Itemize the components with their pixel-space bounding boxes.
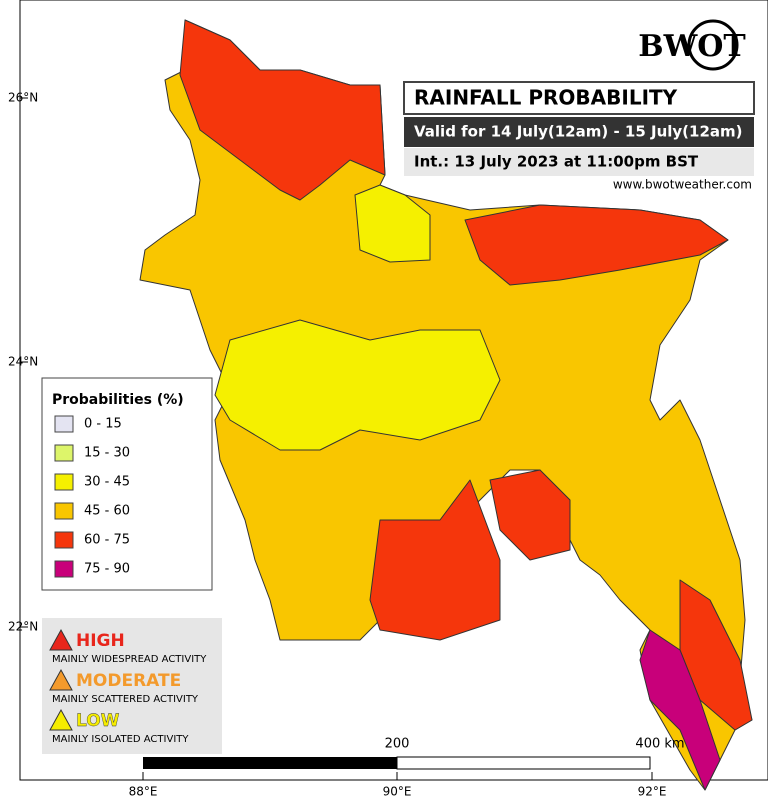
longitude-label: 90°E <box>383 785 412 799</box>
latitude-labels: 26°N24°N22°N <box>8 91 38 634</box>
legend-swatch <box>54 473 74 491</box>
legend-label: 15 - 30 <box>84 446 130 461</box>
legend-label: 75 - 90 <box>84 562 130 577</box>
risk-icon <box>49 628 73 651</box>
scale-label: 200 <box>385 737 410 752</box>
legend-label: 60 - 75 <box>84 533 130 548</box>
scale-label: 400 km <box>635 737 684 752</box>
risk-icon <box>49 708 73 731</box>
scale-bar <box>143 757 397 769</box>
risk-legend-items: HIGH MAINLY WIDESPREAD ACTIVITY MODERATE MA… <box>49 628 207 745</box>
risk-description: MAINLY WIDESPREAD ACTIVITY <box>52 654 207 665</box>
region <box>464 204 729 286</box>
longitude-labels: 88°E 90°E 92°E <box>129 772 667 799</box>
scale-bar <box>396 756 651 770</box>
risk-level: MODERATE <box>76 671 181 691</box>
legend-label: 30 - 45 <box>84 475 130 490</box>
legend-swatch <box>54 560 74 578</box>
risk-level: LOW <box>76 711 120 731</box>
legend-label: 0 - 15 <box>84 417 122 432</box>
logo: BWOT <box>638 29 746 64</box>
legend-title: Probabilities (%) <box>52 392 184 408</box>
legend-swatch <box>54 415 74 433</box>
longitude-label: 92°E <box>638 785 667 799</box>
region <box>214 319 501 451</box>
issued-box <box>404 148 754 176</box>
risk-level: HIGH <box>76 631 125 651</box>
region <box>369 479 501 641</box>
valid-box <box>404 117 754 147</box>
logo-ring <box>687 19 739 71</box>
region <box>179 19 386 201</box>
legend-swatch <box>54 531 74 549</box>
legend-swatch <box>54 502 74 520</box>
risk-description: MAINLY SCATTERED ACTIVITY <box>52 694 199 705</box>
region <box>489 469 571 561</box>
legend-items: 0 - 15 15 - 30 30 - 45 45 - 60 60 - 75 75 - 9… <box>54 415 130 578</box>
title: RAINFALL PROBABILITY <box>414 86 678 110</box>
map-frame <box>19 0 768 781</box>
risk-description: MAINLY ISOLATED ACTIVITY <box>52 734 189 745</box>
legend-swatch <box>54 444 74 462</box>
website: www.bwotweather.com <box>613 178 752 192</box>
issued-text: Int.: 13 July 2023 at 11:00pm BST <box>414 153 699 171</box>
longitude-label: 88°E <box>129 785 158 799</box>
legend-label: 45 - 60 <box>84 504 130 519</box>
risk-legend-box <box>42 618 222 754</box>
region <box>354 184 431 263</box>
valid-text: Valid for 14 July(12am) - 15 July(12am) <box>414 123 743 141</box>
title-box <box>403 81 755 115</box>
risk-icon <box>49 668 73 691</box>
region <box>639 629 721 791</box>
